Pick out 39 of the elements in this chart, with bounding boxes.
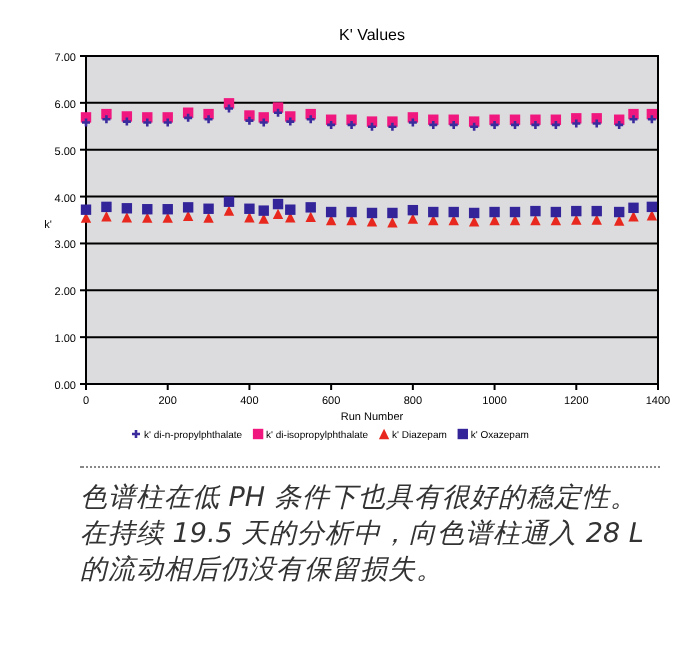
point [509,206,521,218]
point [162,204,173,215]
point [182,202,194,213]
chart-title: K' Values [339,26,405,44]
point [550,206,562,218]
text: 色谱柱在低 PH 条件下也具有很好的稳定性。在持续 19.5 天的分析中，向色谱柱通入 28 L 的流动相后仍没有保留损失。 [80,466,660,588]
point [244,203,255,214]
point [101,201,112,213]
point [448,206,459,218]
point [530,205,541,217]
point [142,204,153,215]
point [223,196,235,207]
point [571,205,582,217]
point [305,211,316,222]
point [387,217,398,228]
point [325,206,337,218]
point [223,205,235,216]
point [428,206,439,218]
point [346,206,357,218]
point [203,212,214,223]
point [244,115,255,126]
point [628,202,639,214]
point [80,204,92,215]
point [407,204,419,216]
point [258,205,269,216]
point [285,204,296,215]
point [305,202,316,213]
point [591,205,602,217]
point [203,203,214,214]
point [387,207,398,219]
point [468,207,480,219]
point [101,211,112,222]
point [489,206,500,218]
point [613,206,625,218]
point [272,198,284,210]
point [121,203,133,214]
point [272,208,284,220]
point [366,207,378,219]
point [646,201,658,213]
